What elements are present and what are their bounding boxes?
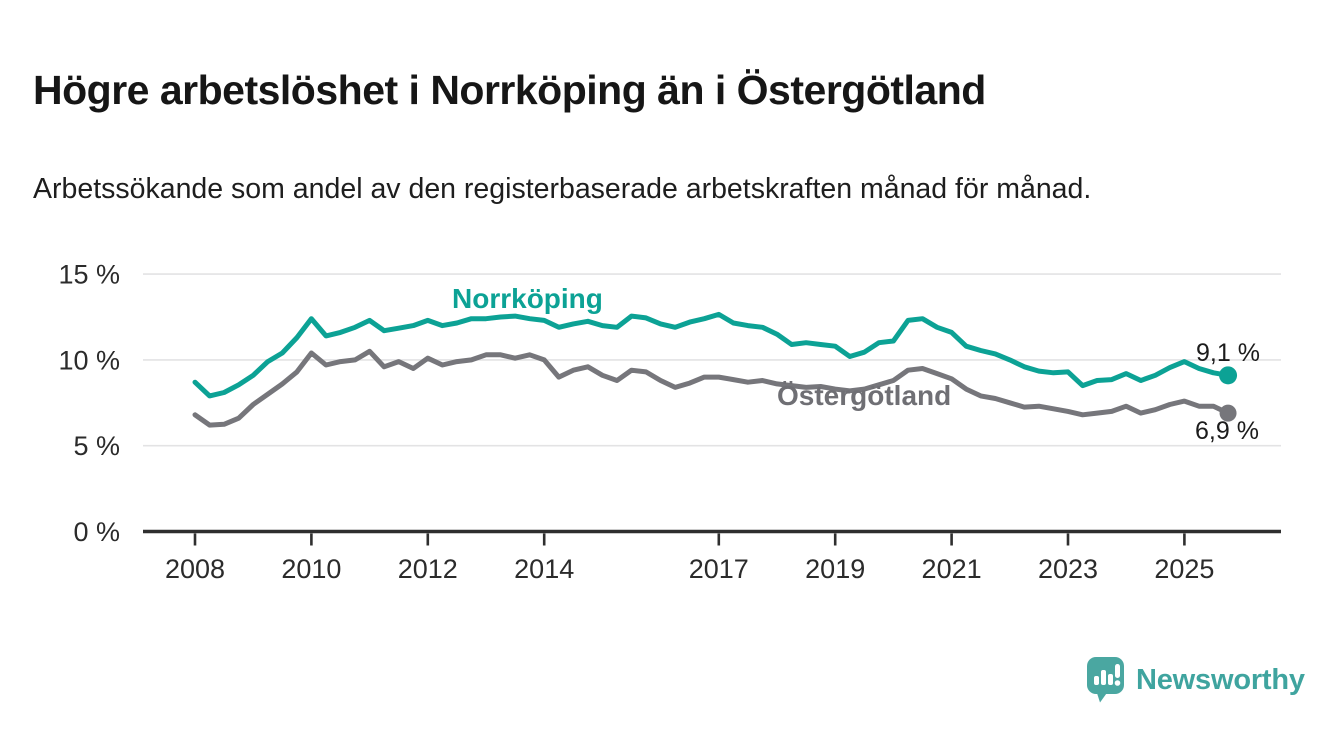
- x-tick-label-2012: 2012: [398, 554, 458, 584]
- chart-subtitle: Arbetssökande som andel av den registerb…: [33, 172, 1092, 205]
- brand-name: Newsworthy: [1136, 663, 1305, 696]
- newsworthy-logo-icon: [1087, 657, 1124, 703]
- x-tick-label-2025: 2025: [1154, 554, 1214, 584]
- x-tick-label-2021: 2021: [922, 554, 982, 584]
- series-line-ostergotland: [192, 348, 1231, 428]
- y-tick-label-5: 5 %: [73, 431, 120, 461]
- y-tick-label-10: 10 %: [58, 345, 120, 375]
- x-tick-label-2017: 2017: [689, 554, 749, 584]
- x-tick-label-2014: 2014: [514, 554, 574, 584]
- x-tick-label-2023: 2023: [1038, 554, 1098, 584]
- page-title: Högre arbetslöshet i Norrköping än i Öst…: [33, 67, 986, 114]
- series-label-norrkoping: Norrköping: [452, 283, 603, 314]
- series-endpoint-norrkoping: [1219, 366, 1238, 385]
- series-endpoint-ostergotland: [1219, 404, 1237, 422]
- x-tick-label-2019: 2019: [805, 554, 865, 584]
- brand-footer: Newsworthy: [1086, 656, 1305, 704]
- x-tick-label-2008: 2008: [165, 554, 225, 584]
- end-value-norrkoping: 9,1 %: [1196, 339, 1260, 367]
- y-tick-label-0: 0 %: [73, 517, 120, 547]
- y-tick-label-15: 15 %: [58, 260, 120, 290]
- end-value-ostergotland: 6,9 %: [1195, 417, 1259, 445]
- series-label-ostergotland: Östergötland: [777, 380, 952, 411]
- series-line-norrkoping: [192, 311, 1231, 399]
- x-tick-label-2010: 2010: [281, 554, 341, 584]
